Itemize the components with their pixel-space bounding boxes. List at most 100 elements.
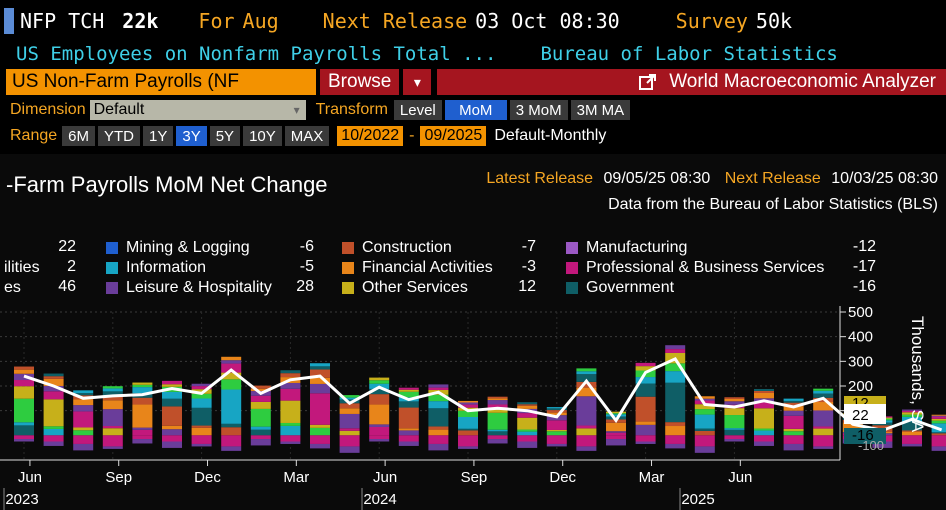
bar-segment (931, 418, 946, 421)
legend-financial[interactable]: Financial Activities (342, 258, 493, 278)
bar-segment-negative (310, 435, 330, 444)
bar-segment (73, 399, 94, 406)
bar-segment (102, 409, 123, 427)
world-macro-analyzer-button[interactable]: World Macroeconomic Analyzer (437, 69, 946, 95)
bar-segment (783, 431, 804, 436)
legend-professional[interactable]: Professional & Business Services (566, 258, 824, 278)
bar-segment (517, 413, 538, 418)
transform-3mma[interactable]: 3M MA (570, 100, 631, 120)
bar-segment (43, 391, 64, 400)
bar-segment (310, 424, 330, 428)
bar-segment (546, 431, 567, 436)
bar-segment (369, 426, 390, 436)
range-1y[interactable]: 1Y (143, 126, 174, 146)
ticker[interactable]: NFP TCH (20, 9, 105, 33)
transform-3mom[interactable]: 3 MoM (509, 100, 568, 120)
bar-segment (783, 398, 804, 401)
y-tick-label: 200 (848, 378, 873, 395)
legend-manufacturing-value: -12 (852, 238, 876, 255)
bar-segment (102, 428, 123, 436)
security-field[interactable]: US Non-Farm Payrolls (NF (6, 69, 316, 95)
bar-segment (487, 429, 508, 432)
bar-segment-negative (191, 443, 212, 447)
bar-segment (754, 408, 774, 429)
dropdown-button[interactable]: ▾ (403, 69, 432, 95)
date-to[interactable]: 09/2025 (420, 126, 487, 146)
bar-segment (73, 393, 94, 396)
source[interactable]: Bureau of Labor Statistics (540, 43, 838, 65)
bar-segment (369, 424, 390, 427)
bar-segment (102, 386, 123, 389)
bar-segment (73, 411, 94, 428)
bar-segment-negative (783, 435, 804, 444)
for-label: For (198, 9, 235, 33)
stacked-bar-chart[interactable]: 500400300200100 JunSepDecMarJunSepDecMar… (0, 304, 946, 510)
range-5y[interactable]: 5Y (209, 126, 241, 146)
bar-segment (635, 421, 656, 425)
bar-segment (694, 428, 715, 431)
bar-segment (783, 428, 804, 432)
bar-segment (250, 429, 271, 436)
bar-segment (813, 402, 834, 411)
x-tick-label: Jun (728, 469, 752, 486)
range-ytd[interactable]: YTD (98, 126, 140, 146)
bar-segment (428, 429, 449, 436)
bar-segment-negative (665, 435, 686, 444)
bar-segment (250, 408, 271, 427)
bar-segment-negative (280, 441, 301, 444)
bar-segment-negative (14, 439, 34, 442)
y-tick-label: 300 (848, 353, 873, 370)
bar-segment (102, 388, 123, 392)
next-release-date: 03 Oct 08:30 (475, 9, 620, 33)
bar-segment (783, 415, 804, 429)
bar-segment-negative (931, 446, 946, 451)
browse-button[interactable]: Browse (320, 69, 400, 95)
bar-segment (339, 395, 360, 398)
range-row: Range 6M YTD 1Y 3Y 5Y 10Y MAX 10/2022 - … (0, 124, 946, 148)
range-max[interactable]: MAX (284, 126, 330, 146)
release-info: Latest Release 09/05/25 08:30 Next Relea… (486, 170, 938, 188)
bar-segment-negative (931, 435, 946, 447)
transform-level[interactable]: Level (393, 100, 442, 120)
bar-segment (250, 388, 271, 392)
bar-segment (14, 366, 34, 370)
transform-mom[interactable]: MoM (444, 100, 507, 120)
description[interactable]: US Employees on Nonfarm Payrolls Total .… (16, 43, 497, 65)
legend-leisure[interactable]: Leisure & Hospitality (106, 278, 272, 298)
legend-other-services[interactable]: Other Services (342, 278, 468, 298)
bar-segment-negative (724, 435, 745, 440)
bar-segment (902, 409, 922, 411)
range-10y[interactable]: 10Y (243, 126, 282, 146)
bar-segment (221, 427, 242, 436)
legend-information[interactable]: Information (106, 258, 206, 278)
bar-segment (191, 386, 212, 390)
bar-segment (339, 408, 360, 414)
date-from[interactable]: 10/2022 (337, 126, 404, 146)
bar-segment (132, 429, 153, 436)
bar-segment (754, 430, 774, 436)
legend-manufacturing[interactable]: Manufacturing (566, 238, 687, 258)
bar-segment (694, 404, 715, 410)
chevron-down-icon: ▾ (293, 103, 300, 117)
bar-segment (754, 428, 774, 431)
dimension-select[interactable]: Default ▾ (89, 100, 306, 120)
legend-construction[interactable]: Construction (342, 238, 452, 258)
legend-construction-value: -7 (521, 238, 536, 255)
bar-segment (339, 403, 360, 409)
bar-segment (635, 424, 656, 436)
range-6m[interactable]: 6M (62, 126, 95, 146)
legend-government[interactable]: Government (566, 278, 674, 298)
bar-segment (191, 383, 212, 387)
bar-segment (369, 380, 390, 384)
bar-segment (369, 388, 390, 395)
legend-mining[interactable]: Mining & Logging (106, 238, 250, 258)
bar-segment-negative (487, 439, 508, 444)
legend-swatch (106, 282, 118, 294)
bar-segment (665, 349, 686, 353)
bar-segment (665, 426, 686, 436)
bar-segment (191, 425, 212, 428)
bar-segment (221, 389, 242, 424)
range-3y[interactable]: 3Y (176, 126, 207, 146)
bar-segment (162, 429, 182, 436)
bar-segment-negative (43, 435, 64, 442)
